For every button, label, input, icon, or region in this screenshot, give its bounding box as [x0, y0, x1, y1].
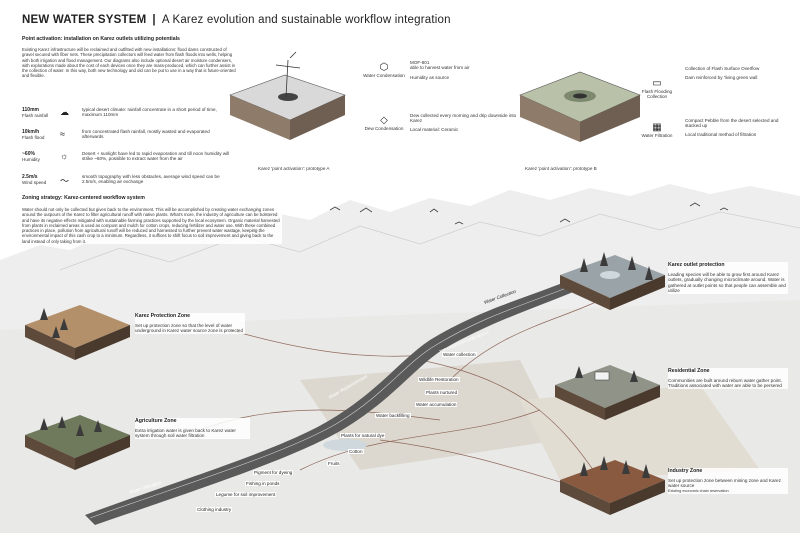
flow-label: Water collection [442, 352, 477, 357]
dew-icon: ◇ [380, 115, 388, 126]
zone-title: Industry Zone [668, 468, 703, 474]
stat-value: ~60% [22, 151, 35, 157]
point-activation-heading: Point activation: installation on Karez … [22, 36, 180, 42]
filtration-icon: ▦ [652, 122, 662, 133]
zone-title: Karez Protection Zone [135, 313, 191, 319]
mountain-ridges [59, 211, 800, 271]
zone-title: Residential Zone [668, 368, 710, 374]
stat-description: smooth topography with less obstacles, a… [82, 174, 220, 185]
zoning-paragraph: Water should not only be collected but g… [22, 207, 282, 245]
zone-karez-protection: Karez Protection Zone Set up protection … [135, 313, 245, 334]
flow-label: Cotton [348, 449, 364, 454]
rain-cloud-icon: ☁ [60, 107, 69, 117]
desc-line: Dam reinforced by 'living green wall [685, 75, 758, 81]
proto-a-item: ◇ Dew Condensation [362, 115, 406, 131]
stat-description: Desert + sunlight have led to rapid evap… [82, 151, 230, 162]
stat-description: from concentrated flash rainfall, mostly… [82, 129, 210, 140]
zone-block-protection [25, 305, 130, 360]
proto-a-item-desc: MOF-801 able to harvest water from air H… [410, 60, 510, 80]
desc-line: able to harvest water from air [410, 65, 470, 71]
zone-residential: Residential Zone Communities are built a… [668, 368, 788, 389]
zone-extra: Existing economic chain reservation [668, 488, 729, 493]
desc-line: Dew collected every morning and drip dow… [410, 113, 517, 124]
fields-2 [520, 385, 760, 480]
proto-a-caption: Karez 'point activation': prototype A [258, 166, 330, 171]
desc-line: Compact Pebble from the desert selected … [685, 118, 779, 129]
flow-label: Pigment for dyeing [253, 470, 294, 475]
proto-a-item-desc: Dew collected every morning and drip dow… [410, 113, 520, 132]
proto-b-item: ▦ Water Filtration [638, 122, 676, 138]
stat-row: 110mm Flash rainfall ☁ typical desert cli… [22, 107, 232, 129]
desc-line: MOF-801 [410, 60, 430, 65]
flow-label: Water backfilling [375, 413, 411, 418]
flow-label: Clothing industry [196, 507, 233, 512]
zone-block-agriculture [25, 415, 130, 470]
stat-value: 10km/h [22, 129, 40, 135]
proto-b-caption: Karez 'point activation': prototype B [525, 166, 597, 171]
condensation-icon: ⬡ [379, 62, 389, 73]
zone-karez-outlet: Karez outlet protection Leading species … [668, 262, 788, 294]
proto-item-name: Water Filtration [641, 133, 673, 138]
flow-label: Legume for soil improvement [215, 492, 277, 497]
zone-text: Set up protection zone between mining zo… [668, 478, 781, 489]
zone-title: Agriculture Zone [135, 418, 177, 424]
trees [40, 252, 653, 478]
stat-label: Humidity [22, 157, 40, 162]
humidity-icon: ☼ [60, 151, 69, 161]
proto-b-item-desc: Compact Pebble from the desert selected … [685, 118, 795, 137]
stat-row: 2.5m/s Wind speed 〜 smooth topography wit… [22, 174, 232, 194]
zoning-heading: Zoning strategy: Karez-centered workflow… [22, 195, 145, 201]
point-activation-paragraph: Existing Karez infrastructure will be re… [22, 47, 236, 79]
stat-value: 2.5m/s [22, 174, 38, 180]
desc-line: Collection of Flash Surface Overflow [685, 66, 760, 71]
prototype-b-model [519, 71, 641, 142]
page-title: NEW WATER SYSTEM | A Karez evolution and s… [22, 14, 451, 26]
flow-label: Water accumulation [415, 402, 458, 407]
zone-industry: Industry Zone Set up protection zone bet… [668, 468, 788, 495]
wind-icon: 〜 [60, 176, 70, 186]
zone-block-outlet [560, 255, 665, 310]
title-subtitle: A Karez evolution and sustainable workfl… [161, 14, 451, 26]
zone-text: Communities are built around reburn wate… [668, 378, 782, 389]
flash-flood-icon: ▭ [652, 78, 662, 89]
proto-item-name: Dew Condensation [364, 126, 404, 131]
proto-item-name: Flash Flooding Collection [641, 89, 673, 99]
flow-label: Wildlife Restoration [418, 377, 460, 382]
prototype-a-model [229, 51, 346, 140]
flow-label: Fishing in ponds [245, 481, 281, 486]
karez-channel [85, 280, 578, 525]
karez-channel-highlight [89, 284, 575, 519]
zone-title: Karez outlet protection [668, 262, 725, 268]
stat-label: Flash rainfall [22, 113, 49, 118]
pond [323, 439, 367, 451]
flood-wave-icon: ≈ [60, 129, 65, 139]
desc-line: Local traditional method of filtration [685, 131, 757, 137]
desc-line: Local material: Ceramic [410, 126, 459, 132]
stat-label: Flash flood [22, 135, 45, 140]
climate-stats: 110mm Flash rainfall ☁ typical desert cli… [22, 107, 232, 194]
zone-text: Set up protection zone so that the level… [135, 323, 244, 334]
flow-label: Plants for natural dye [340, 433, 386, 438]
stat-description: typical desert climate: rainfall concent… [82, 107, 217, 118]
flow-label: Plants nurtured [425, 390, 459, 395]
stat-row: ~60% Humidity ☼ Desert + sunlight have le… [22, 151, 232, 174]
zone-text: Leading species will be able to grow fir… [668, 272, 786, 294]
proto-a-item: ⬡ Water Condensation [362, 62, 406, 78]
stat-value: 110mm [22, 107, 39, 113]
proto-item-name: Water Condensation [363, 73, 405, 78]
proto-b-item-desc: Collection of Flash Surface Overflow Dam… [685, 66, 795, 81]
zone-agriculture: Agriculture Zone Extra irrigation water … [135, 418, 250, 439]
flow-label: Fruits [327, 461, 341, 466]
fields [300, 360, 560, 470]
desc-line: Humidity as source [410, 74, 450, 80]
zone-text: Extra irrigation water is given back to … [135, 428, 236, 439]
title-main: NEW WATER SYSTEM [22, 14, 147, 26]
proto-b-item: ▭ Flash Flooding Collection [638, 78, 676, 99]
stat-label: Wind speed [22, 180, 47, 185]
stat-row: 10km/h Flash flood ≈ from concentrated fl… [22, 129, 232, 151]
title-separator: | [152, 14, 156, 26]
